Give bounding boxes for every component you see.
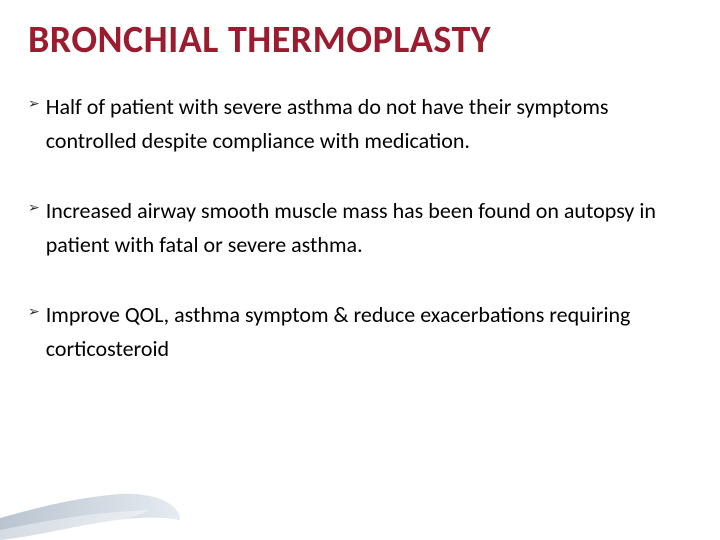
bullet-list: ➢ Half of patient with severe asthma do … [28,90,692,367]
list-item: ➢ Improve QOL, asthma symptom & reduce e… [28,298,692,366]
slide-title: BRONCHIAL THERMOPLASTY [28,20,692,62]
slide: BRONCHIAL THERMOPLASTY ➢ Half of patient… [0,0,720,540]
bullet-text: Increased airway smooth muscle mass has … [46,194,692,262]
chevron-right-icon: ➢ [28,301,40,323]
accent-swoosh-icon [0,490,180,540]
list-item: ➢ Increased airway smooth muscle mass ha… [28,194,692,262]
bullet-text: Half of patient with severe asthma do no… [46,90,692,158]
chevron-right-icon: ➢ [28,197,40,219]
bullet-text: Improve QOL, asthma symptom & reduce exa… [46,298,692,366]
list-item: ➢ Half of patient with severe asthma do … [28,90,692,158]
chevron-right-icon: ➢ [28,93,40,115]
